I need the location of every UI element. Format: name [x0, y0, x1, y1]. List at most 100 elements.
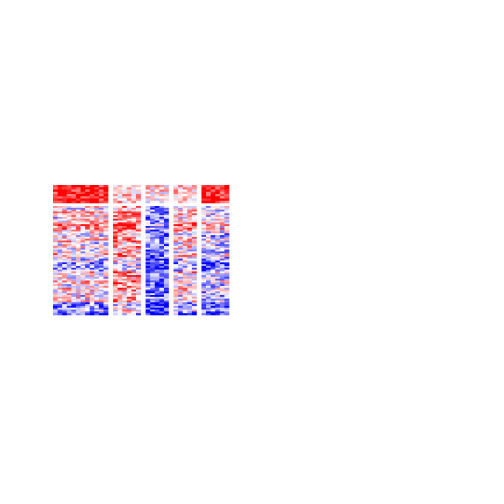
heatmap-cell	[113, 276, 118, 279]
heatmap-cell	[145, 293, 151, 296]
heatmap-cell	[71, 215, 77, 218]
heatmap-cell	[85, 249, 91, 252]
heatmap-cell	[145, 291, 151, 294]
heatmap-cell	[113, 313, 118, 316]
heatmap-cell	[62, 267, 68, 270]
heatmap-cell	[122, 206, 128, 209]
heatmap-cell	[163, 240, 169, 243]
heatmap-cell	[224, 200, 230, 204]
heatmap-cell	[98, 233, 104, 236]
heatmap-cell	[53, 262, 58, 265]
heatmap-cell	[178, 285, 184, 289]
heatmap-cell	[98, 278, 104, 281]
heatmap-cell	[80, 267, 86, 270]
heatmap-cell	[219, 295, 225, 298]
heatmap-cell	[122, 251, 128, 254]
heatmap-cell	[98, 260, 104, 263]
heatmap-cell	[173, 265, 179, 269]
heatmap-cell	[136, 233, 141, 236]
heatmap-cell	[94, 309, 100, 312]
heatmap-cell	[150, 247, 156, 250]
heatmap-cell	[89, 207, 95, 210]
heatmap-cell	[206, 304, 211, 307]
heatmap-cell	[66, 238, 72, 241]
heatmap-cell	[145, 187, 151, 190]
heatmap-cell	[71, 247, 77, 250]
heatmap-cell	[215, 255, 221, 258]
heatmap-cell	[210, 256, 216, 259]
heatmap-cell	[122, 295, 128, 298]
heatmap-cell	[117, 207, 123, 210]
heatmap-cell	[53, 244, 58, 247]
heatmap-cell	[66, 224, 72, 227]
heatmap-cell	[53, 260, 58, 263]
heatmap-cell	[80, 311, 86, 314]
heatmap-cell	[85, 304, 91, 307]
heatmap-cell	[57, 206, 63, 209]
heatmap-cell	[201, 220, 207, 223]
heatmap-cell	[150, 262, 156, 265]
heatmap-cell	[150, 238, 156, 241]
heatmap-cell	[154, 227, 160, 230]
heatmap-cell	[178, 249, 184, 252]
heatmap-cell	[182, 282, 188, 285]
heatmap-cell	[173, 267, 179, 270]
heatmap-cell	[154, 220, 160, 223]
heatmap-cell	[150, 276, 156, 279]
heatmap-cell	[113, 213, 118, 216]
heatmap-cell	[89, 224, 95, 227]
heatmap-cell	[94, 194, 100, 197]
heatmap-cell	[154, 235, 160, 238]
heatmap-cell	[206, 262, 211, 265]
heatmap-cell	[53, 198, 58, 202]
heatmap-cell	[191, 213, 197, 216]
heatmap-cell	[173, 238, 179, 241]
heatmap-cell	[215, 311, 221, 314]
heatmap-cell	[201, 215, 207, 218]
heatmap-cell	[117, 298, 123, 301]
heatmap-cell	[201, 304, 207, 307]
heatmap-cell	[103, 273, 109, 276]
heatmap-cell	[62, 258, 68, 261]
heatmap-cell	[191, 287, 197, 290]
heatmap-cell	[122, 284, 128, 287]
heatmap-cell	[94, 298, 100, 301]
heatmap-cell	[53, 233, 58, 236]
heatmap-cell	[103, 280, 109, 283]
heatmap-cell	[219, 309, 225, 312]
heatmap-cell	[159, 311, 165, 314]
heatmap-cell	[57, 194, 63, 197]
heatmap-cell	[215, 289, 221, 292]
heatmap-cell	[98, 189, 104, 193]
heatmap-cell	[98, 229, 104, 232]
heatmap-cell	[182, 284, 188, 287]
heatmap-cell	[173, 224, 179, 227]
heatmap-cell	[173, 260, 179, 263]
heatmap-cell	[80, 282, 86, 285]
heatmap-cell	[57, 185, 63, 188]
heatmap-cell	[210, 231, 216, 234]
heatmap-cell	[122, 245, 128, 249]
heatmap-cell	[53, 302, 58, 305]
heatmap-cell	[154, 293, 160, 296]
heatmap-cell	[136, 211, 141, 214]
heatmap-cell	[103, 256, 109, 259]
heatmap-cell	[85, 280, 91, 283]
heatmap-cell	[122, 296, 128, 299]
heatmap-cell	[191, 211, 197, 214]
heatmap-cell	[75, 273, 81, 276]
heatmap-cell	[178, 311, 184, 314]
heatmap-cell	[66, 293, 72, 296]
heatmap-cell	[206, 302, 211, 305]
heatmap-cell	[71, 209, 77, 212]
heatmap-cell	[89, 242, 95, 245]
heatmap-cell	[94, 269, 100, 272]
heatmap-cell	[136, 225, 141, 229]
heatmap-cell	[57, 207, 63, 210]
heatmap-cell	[103, 233, 109, 236]
heatmap-cell	[187, 191, 193, 195]
heatmap-cell	[182, 196, 188, 199]
heatmap-cell	[215, 293, 221, 296]
heatmap-cell	[136, 185, 141, 188]
heatmap-cell	[173, 280, 179, 283]
